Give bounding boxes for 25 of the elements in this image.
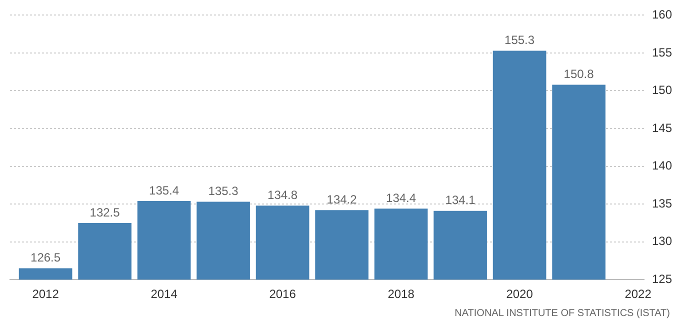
y-tick-label: 140 [652,158,672,173]
data-label: 126.5 [30,250,61,265]
y-tick-label: 155 [652,45,672,60]
data-label: 134.8 [268,188,298,202]
data-label: 135.4 [149,183,180,198]
y-tick-label: 160 [652,8,672,22]
data-label: 134.1 [445,193,476,208]
x-tick-label: 2014 [150,287,178,302]
x-tick-label: 2022 [624,287,652,302]
y-tick-label: 130 [652,234,672,248]
y-tick-label: 125 [652,272,672,286]
x-tick-label: 2012 [32,287,60,302]
text: NATIONAL INSTITUTE OF STATISTICS (ISTAT) [454,308,670,319]
y-tick-label: 145 [652,120,672,135]
x-tick-label: 2016 [269,287,296,302]
data-label: 135.3 [208,184,239,198]
data-label: 132.5 [90,205,120,220]
data-label: 134.2 [326,192,358,206]
data-label: 134.4 [386,190,416,205]
data-label: 150.8 [564,67,594,82]
x-tick-label: 2020 [506,287,534,302]
data-label: 155.3 [504,33,535,48]
y-tick-label: 135 [652,196,672,210]
x-tick-label: 2018 [388,287,415,302]
y-tick-label: 150 [652,83,672,98]
